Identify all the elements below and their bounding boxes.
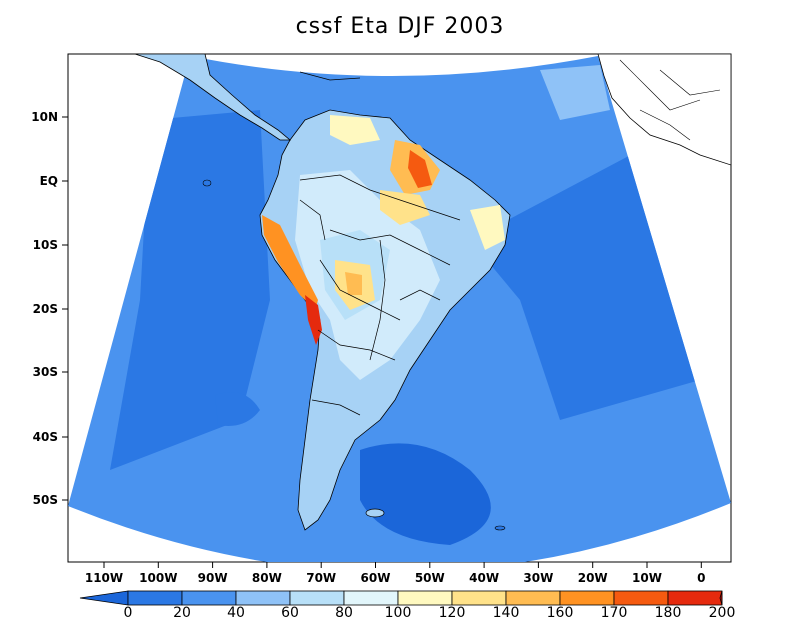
x-tick-label: 70W xyxy=(306,571,336,585)
colorbar-swatch xyxy=(343,590,399,606)
colorbar-label: 60 xyxy=(281,605,299,618)
x-tick-label: 60W xyxy=(361,571,391,585)
colorbar-swatch xyxy=(127,590,183,606)
y-tick-label: 10S xyxy=(33,238,58,252)
ocean-zone-north xyxy=(540,65,610,120)
country-borders xyxy=(299,174,461,416)
high-value-venezuela xyxy=(330,115,380,145)
colorbar-label: 80 xyxy=(335,605,353,618)
colorbar-swatch xyxy=(289,590,345,606)
ocean-zone-atlantic xyxy=(470,150,700,420)
colorbar-label: 0 xyxy=(124,605,133,618)
colorbar-label: 180 xyxy=(655,605,682,618)
colorbar-label: 140 xyxy=(493,605,520,618)
y-tick-label: 50S xyxy=(33,493,58,507)
island-galapagos xyxy=(202,179,212,187)
x-axis: 110W 100W 90W 80W 70W 60W 50W 40W 30W 20W 10W 0 xyxy=(85,562,705,585)
colorbar-swatch xyxy=(505,590,561,606)
colorbar-swatch xyxy=(451,590,507,606)
colorbar: 0 20 40 60 80 100 120 140 160 170 180 200 xyxy=(79,590,736,618)
high-value-andes-north xyxy=(262,215,318,310)
colorbar-label: 160 xyxy=(547,605,574,618)
x-tick-label: 20W xyxy=(578,571,608,585)
x-tick-label: 40W xyxy=(469,571,499,585)
colorbar-swatch xyxy=(397,590,453,606)
y-tick-label: 20S xyxy=(33,302,58,316)
island-falklands xyxy=(365,508,385,518)
high-value-chaco-core xyxy=(345,272,362,295)
caribbean-coast xyxy=(299,71,361,81)
high-value-andes-coast xyxy=(305,295,322,345)
y-tick-label: 10N xyxy=(31,110,58,124)
colorbar-label: 20 xyxy=(173,605,191,618)
x-tick-label: 110W xyxy=(85,571,123,585)
high-value-amapa xyxy=(408,150,432,188)
high-value-amazon xyxy=(380,190,430,225)
colorbar-label: 200 xyxy=(709,605,736,618)
colorbar-swatch xyxy=(235,590,291,606)
colorbar-arrow-left xyxy=(79,590,129,606)
x-tick-label: 10W xyxy=(632,571,662,585)
colorbar-arrow-right xyxy=(719,590,723,606)
colorbar-swatch xyxy=(559,590,615,606)
colorbar-label: 100 xyxy=(385,605,412,618)
ocean-zone-south xyxy=(360,443,491,545)
map-title: cssf Eta DJF 2003 xyxy=(295,14,505,39)
ocean-zone-patch xyxy=(215,392,260,426)
x-tick-label: 30W xyxy=(523,571,553,585)
colorbar-swatch xyxy=(613,590,669,606)
colorbar-label: 40 xyxy=(227,605,245,618)
colorbar-label: 170 xyxy=(601,605,628,618)
x-tick-label: 90W xyxy=(198,571,228,585)
y-tick-label: 40S xyxy=(33,430,58,444)
land-central-america xyxy=(134,54,292,141)
high-value-brazil-east xyxy=(470,205,505,250)
colorbar-swatch xyxy=(667,590,723,606)
colorbar-swatch xyxy=(181,590,237,606)
colorbar-label: 120 xyxy=(439,605,466,618)
island-south-georgia xyxy=(494,525,506,531)
x-tick-label: 80W xyxy=(252,571,282,585)
x-tick-label: 100W xyxy=(139,571,177,585)
y-axis: 10N EQ 10S 20S 30S 40S 50S xyxy=(31,110,68,507)
y-tick-label: EQ xyxy=(40,174,58,188)
y-tick-label: 30S xyxy=(33,365,58,379)
africa-borders xyxy=(619,59,721,141)
land-west-africa xyxy=(597,54,731,166)
x-tick-label: 50W xyxy=(415,571,445,585)
x-tick-label: 0 xyxy=(697,571,705,585)
